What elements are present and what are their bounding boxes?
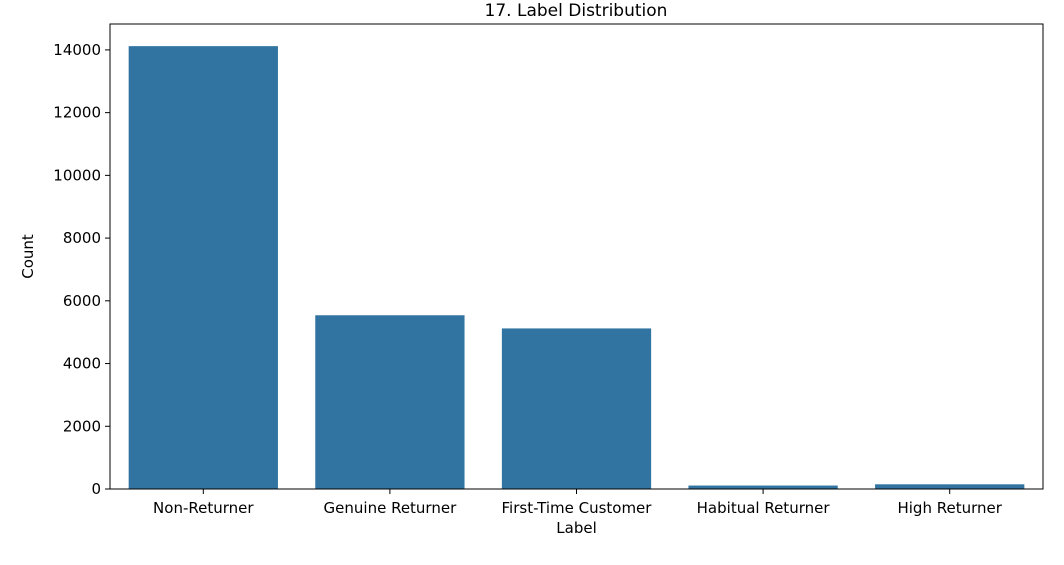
bar-first-time-customer [501, 328, 652, 489]
x-axis-label: Label [556, 519, 596, 537]
y-axis-label: Count [19, 234, 37, 279]
y-tick-label: 8000 [63, 229, 101, 247]
y-tick-label: 6000 [63, 292, 101, 310]
x-tick-label: High Returner [897, 499, 1002, 517]
plot-frame [109, 23, 1044, 490]
y-tick-label: 2000 [63, 417, 101, 435]
y-tick-label: 12000 [53, 104, 101, 122]
bar-genuine-returner [315, 315, 465, 489]
y-tick-label: 14000 [53, 41, 101, 59]
x-axis: Non-Returner Genuine Returner First-Time C… [153, 489, 1003, 517]
x-tick-label: Non-Returner [153, 499, 254, 517]
x-tick-label: Genuine Returner [324, 499, 458, 517]
chart-title: 17. Label Distribution [485, 1, 668, 21]
x-tick-label: Habitual Returner [697, 499, 831, 517]
y-tick-label: 4000 [63, 355, 101, 373]
bar-high-returner [875, 484, 1025, 489]
x-tick-label: First-Time Customer [502, 499, 653, 517]
bar-habitual-returner [688, 485, 838, 489]
bar-non-returner [128, 46, 278, 490]
y-axis: 0 2000 4000 6000 8000 10000 12000 14000 [53, 41, 110, 498]
bars-group [128, 46, 1025, 490]
y-tick-label: 0 [91, 480, 101, 498]
y-tick-label: 10000 [53, 166, 101, 184]
